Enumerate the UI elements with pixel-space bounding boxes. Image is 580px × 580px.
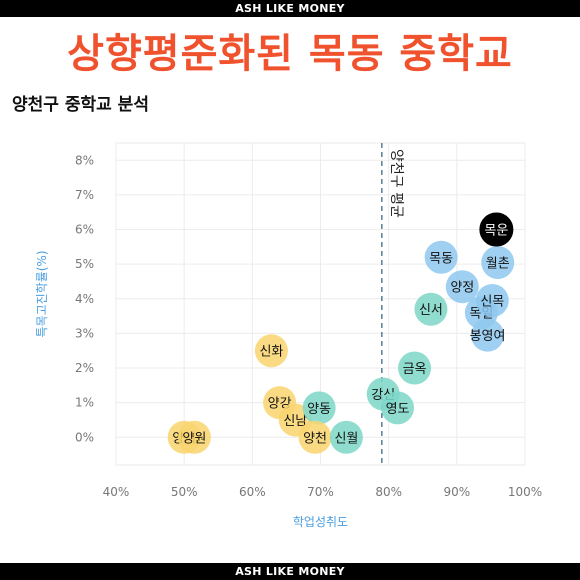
data-point-label: 신목 [480, 295, 504, 310]
x-tick-label: 50% [171, 485, 198, 499]
y-tick-label: 5% [75, 257, 94, 271]
y-axis-title: 특목고진학률(%) [35, 250, 49, 337]
data-point [424, 240, 458, 274]
brand-text-bottom: ASH LIKE MONEY [235, 565, 345, 578]
data-point [479, 212, 514, 247]
y-tick-label: 4% [75, 292, 94, 306]
data-point-label: 월촌 [486, 256, 510, 271]
data-point-label: 신남 [283, 414, 307, 429]
data-point [481, 245, 515, 279]
data-point [298, 420, 332, 454]
data-point-label: 양천 [303, 431, 327, 446]
brand-text-top: ASH LIKE MONEY [235, 2, 345, 15]
y-tick-label: 3% [75, 326, 94, 340]
x-axis-title: 학업성취도 [293, 515, 348, 529]
y-tick-label: 6% [75, 223, 94, 237]
y-tick-label: 1% [75, 396, 94, 410]
brand-bar-bottom: ASH LIKE MONEY [0, 563, 580, 580]
y-tick-label: 0% [75, 430, 94, 444]
x-tick-label: 70% [307, 485, 334, 499]
data-point [471, 318, 505, 352]
data-point [414, 292, 448, 326]
data-point-label: 목운 [484, 224, 508, 239]
x-tick-label: 60% [239, 485, 266, 499]
data-point-label: 영도 [386, 402, 410, 417]
data-point-label: 목동 [429, 251, 453, 266]
data-point [177, 420, 211, 454]
y-tick-label: 2% [75, 361, 94, 375]
data-point-label: 신서 [419, 303, 443, 318]
data-point-label: 신화 [259, 345, 283, 360]
data-point-label: 신월 [334, 431, 358, 446]
chart-subtitle: 양천구 중학교 분석 [12, 95, 149, 115]
x-tick-label: 40% [103, 485, 130, 499]
data-point-label: 금옥 [403, 362, 427, 377]
reference-line-label: 양천구 평균 [388, 149, 404, 218]
x-tick-label: 100% [508, 485, 542, 499]
data-point [329, 420, 363, 454]
x-tick-label: 80% [375, 485, 402, 499]
data-point [302, 391, 336, 425]
y-tick-label: 8% [75, 153, 94, 167]
data-point [254, 334, 288, 368]
data-point [381, 391, 415, 425]
data-point [445, 270, 479, 304]
brand-bar-top: ASH LIKE MONEY [0, 0, 580, 17]
headline: 상향평준화된 목동 중학교 [67, 31, 513, 77]
data-point-label: 봉영여 [470, 329, 506, 344]
data-point-label: 양정 [450, 281, 474, 296]
data-point-label: 양동 [307, 402, 331, 417]
x-tick-label: 90% [443, 485, 470, 499]
data-point [475, 284, 509, 318]
y-tick-label: 7% [75, 188, 94, 202]
data-point [398, 351, 432, 385]
data-point-label: 양원 [182, 431, 206, 446]
